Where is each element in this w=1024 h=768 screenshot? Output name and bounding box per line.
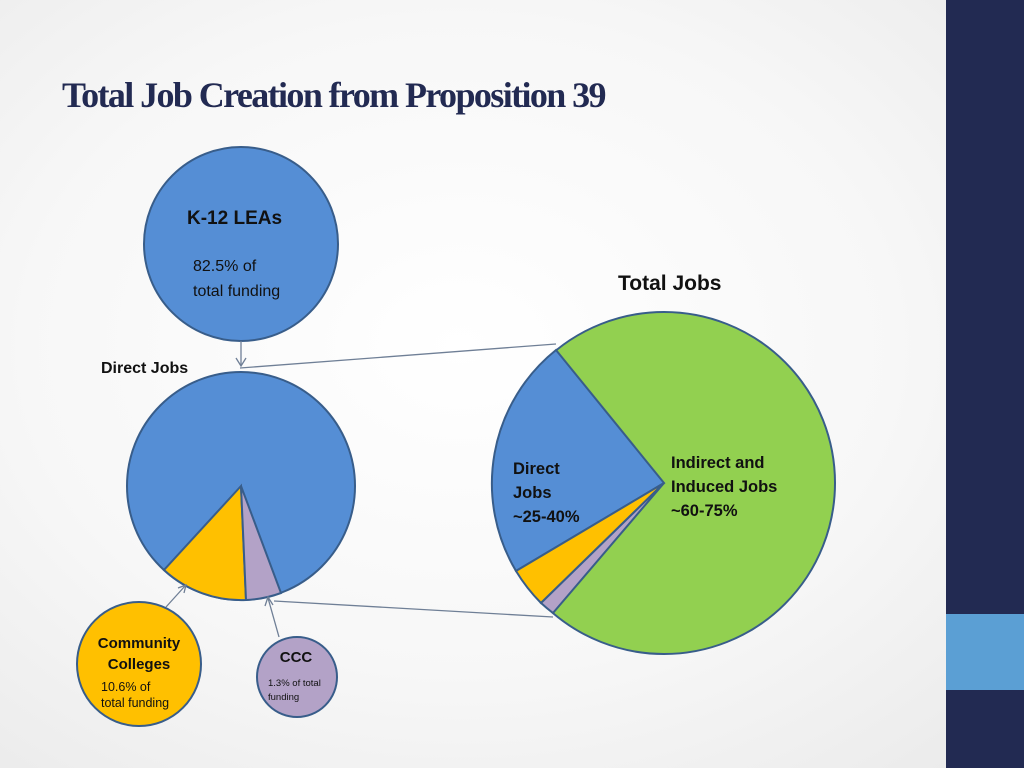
total-pie-direct-k12-slice — [490, 348, 666, 573]
total-indirect-jobs-line3: ~60-75% — [671, 502, 738, 520]
community-colleges-funding-line2: total funding — [101, 696, 169, 710]
total-jobs-pie — [490, 311, 836, 655]
ccc-arrow-line — [267, 597, 280, 638]
connector-line-top — [239, 343, 557, 369]
connector-line-bottom — [273, 600, 554, 618]
total-jobs-heading: Total Jobs — [618, 272, 721, 295]
total-pie-direct-ccc-slice — [539, 482, 665, 615]
community-colleges-arrow-line — [165, 585, 186, 608]
total-indirect-jobs-line1: Indirect and — [671, 454, 765, 472]
total-direct-jobs-line2: Jobs — [513, 484, 552, 502]
community-colleges-arrowhead — [177, 583, 187, 594]
direct-pie-community-colleges-slice — [162, 483, 248, 602]
k12-funding-line2: total funding — [193, 283, 280, 300]
community-colleges-circle — [76, 601, 202, 727]
ccc-circle — [256, 636, 338, 718]
ccc-title: CCC — [280, 649, 313, 666]
sidebar-accent-block — [946, 614, 1024, 690]
community-colleges-funding-line1: 10.6% of — [101, 680, 151, 694]
k12-funding-line1: 82.5% of — [193, 258, 257, 275]
ccc-funding-line2: funding — [268, 692, 299, 703]
total-direct-jobs-line1: Direct — [513, 460, 560, 478]
direct-jobs-heading: Direct Jobs — [101, 360, 188, 377]
community-colleges-title-line2: Colleges — [108, 656, 171, 673]
k12-arrowhead — [235, 357, 247, 368]
k12-leas-title: K-12 LEAs — [187, 208, 282, 229]
k12-leas-circle — [143, 146, 339, 342]
slide-title: Total Job Creation from Proposition 39 — [62, 75, 607, 115]
direct-jobs-pie — [126, 371, 356, 602]
total-direct-jobs-line3: ~25-40% — [513, 508, 580, 526]
total-indirect-jobs-line2: Induced Jobs — [671, 478, 777, 496]
ccc-arrowhead — [264, 595, 274, 607]
direct-pie-ccc-slice — [240, 485, 283, 602]
job-creation-diagram: K-12 LEAs 82.5% of total funding Direct … — [76, 146, 836, 727]
ccc-funding-line1: 1.3% of total — [268, 678, 321, 689]
community-colleges-title-line1: Community — [98, 635, 181, 652]
